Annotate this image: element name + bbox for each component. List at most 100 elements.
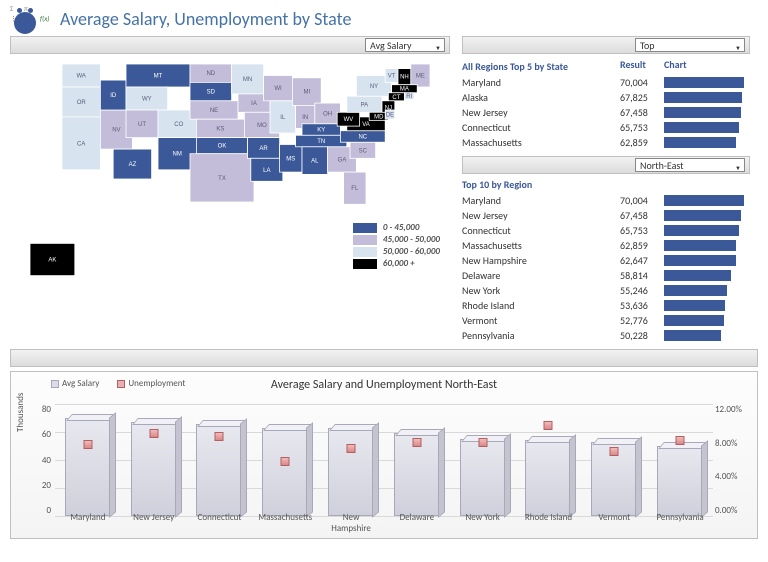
- chart-toolbar: [10, 349, 758, 367]
- top10-block: Top 10 by Region Maryland70,004New Jerse…: [462, 178, 750, 343]
- row-bar: [664, 240, 736, 251]
- x-label: New York: [455, 512, 511, 534]
- svg-text:FL: FL: [351, 186, 359, 192]
- svg-text:CT: CT: [392, 95, 400, 101]
- row-value: 67,825: [620, 91, 664, 104]
- row-name: New Hampshire: [462, 254, 620, 267]
- unemp-marker: [281, 457, 290, 466]
- table-row: Maryland70,004: [462, 75, 750, 90]
- svg-text:GA: GA: [338, 157, 347, 163]
- table-row: Delaware58,814: [462, 268, 750, 283]
- us-map: WAORCANVIDMTWYUTAZCONMNDSDNEKSOKTXMNIAMO…: [10, 58, 450, 288]
- salary-bar: [460, 439, 506, 516]
- header: Σ π ⋮⋮ f(x) Average Salary, Unemployment…: [0, 0, 768, 36]
- svg-text:ND: ND: [206, 71, 215, 77]
- row-bar: [664, 285, 727, 296]
- chart-legend: Avg Salary Unemployment: [51, 378, 185, 389]
- unemp-marker: [347, 444, 356, 453]
- row-bar: [664, 255, 736, 266]
- rank-toolbar: Top: [462, 36, 750, 54]
- region-toolbar: North-East: [462, 156, 750, 174]
- table-row: New Jersey67,458: [462, 105, 750, 120]
- row-name: Rhode Island: [462, 299, 620, 312]
- salary-bar: [65, 418, 111, 516]
- x-label: New Jersey: [126, 512, 182, 534]
- legend-row: 60,000 +: [353, 258, 440, 269]
- svg-text:ME: ME: [416, 74, 425, 80]
- svg-text:AR: AR: [259, 146, 268, 152]
- unemp-marker: [676, 436, 685, 445]
- svg-text:NH: NH: [400, 75, 409, 81]
- map-legend: 0 - 45,00045,000 - 50,00050,000 - 60,000…: [353, 221, 440, 270]
- region-dropdown[interactable]: North-East: [635, 158, 745, 172]
- svg-text:NY: NY: [370, 84, 378, 90]
- row-name: Maryland: [462, 76, 620, 89]
- svg-text:IL: IL: [280, 115, 286, 121]
- y-left-label: Thousands: [15, 393, 26, 432]
- svg-text:SC: SC: [359, 148, 368, 154]
- row-bar: [664, 122, 739, 133]
- unemp-marker: [83, 440, 92, 449]
- legend-salary-label: Avg Salary: [62, 378, 99, 389]
- legend-row: 0 - 45,000: [353, 222, 440, 233]
- row-value: 67,458: [620, 209, 664, 222]
- x-label: Rhode Island: [520, 512, 576, 534]
- table-row: Massachusetts62,859: [462, 238, 750, 253]
- metric-dropdown[interactable]: Avg Salary: [365, 38, 445, 52]
- table-row: Maryland70,004: [462, 193, 750, 208]
- row-value: 62,859: [620, 239, 664, 252]
- table-row: New Jersey67,458: [462, 208, 750, 223]
- x-label: Vermont: [586, 512, 642, 534]
- svg-text:OK: OK: [218, 144, 227, 150]
- salary-bar: [262, 428, 308, 516]
- table-row: Massachusetts62,859: [462, 135, 750, 150]
- row-bar: [664, 107, 741, 118]
- table-row: Connecticut65,753: [462, 223, 750, 238]
- table-row: Pennsylvania50,228: [462, 328, 750, 343]
- y-right-ticks: 12.00%8.00%4.00%0.00%: [715, 404, 751, 516]
- row-value: 50,228: [620, 329, 664, 342]
- row-bar: [664, 77, 744, 88]
- svg-text:TN: TN: [317, 139, 325, 145]
- svg-text:MS: MS: [286, 156, 295, 162]
- legend-salary-swatch: [51, 380, 59, 388]
- svg-text:MD: MD: [374, 114, 384, 120]
- svg-text:DE: DE: [386, 113, 394, 119]
- row-name: Massachusetts: [462, 136, 620, 149]
- page-title: Average Salary, Unemployment by State: [60, 8, 351, 30]
- x-label: Massachusetts: [257, 512, 313, 534]
- rank-dropdown[interactable]: Top: [635, 38, 745, 52]
- svg-text:NE: NE: [210, 108, 218, 114]
- unemp-marker: [412, 438, 421, 447]
- row-value: 70,004: [620, 76, 664, 89]
- svg-text:WI: WI: [274, 86, 282, 92]
- row-value: 67,458: [620, 106, 664, 119]
- row-value: 65,753: [620, 224, 664, 237]
- svg-text:MA: MA: [400, 87, 409, 93]
- row-value: 55,246: [620, 284, 664, 297]
- x-label: Delaware: [389, 512, 445, 534]
- svg-text:ID: ID: [110, 93, 117, 99]
- row-value: 62,859: [620, 136, 664, 149]
- svg-text:WA: WA: [76, 74, 85, 80]
- x-label: New Hampshire: [323, 512, 379, 534]
- svg-text:NM: NM: [173, 152, 182, 158]
- row-name: Vermont: [462, 314, 620, 327]
- row-name: Maryland: [462, 194, 620, 207]
- top5-head-chart: Chart: [664, 58, 744, 75]
- row-bar: [664, 270, 731, 281]
- table-row: Connecticut65,753: [462, 120, 750, 135]
- x-label: Pennsylvania: [652, 512, 708, 534]
- unemp-marker: [544, 421, 553, 430]
- svg-text:MN: MN: [243, 77, 252, 83]
- row-name: Massachusetts: [462, 239, 620, 252]
- top5-head-result: Result: [620, 58, 664, 75]
- row-name: Connecticut: [462, 121, 620, 134]
- x-label: Maryland: [60, 512, 116, 534]
- svg-text:AK: AK: [48, 258, 56, 264]
- row-value: 52,776: [620, 314, 664, 327]
- table-row: New Hampshire62,647: [462, 253, 750, 268]
- row-name: Delaware: [462, 269, 620, 282]
- row-value: 53,636: [620, 299, 664, 312]
- svg-text:MI: MI: [303, 90, 310, 96]
